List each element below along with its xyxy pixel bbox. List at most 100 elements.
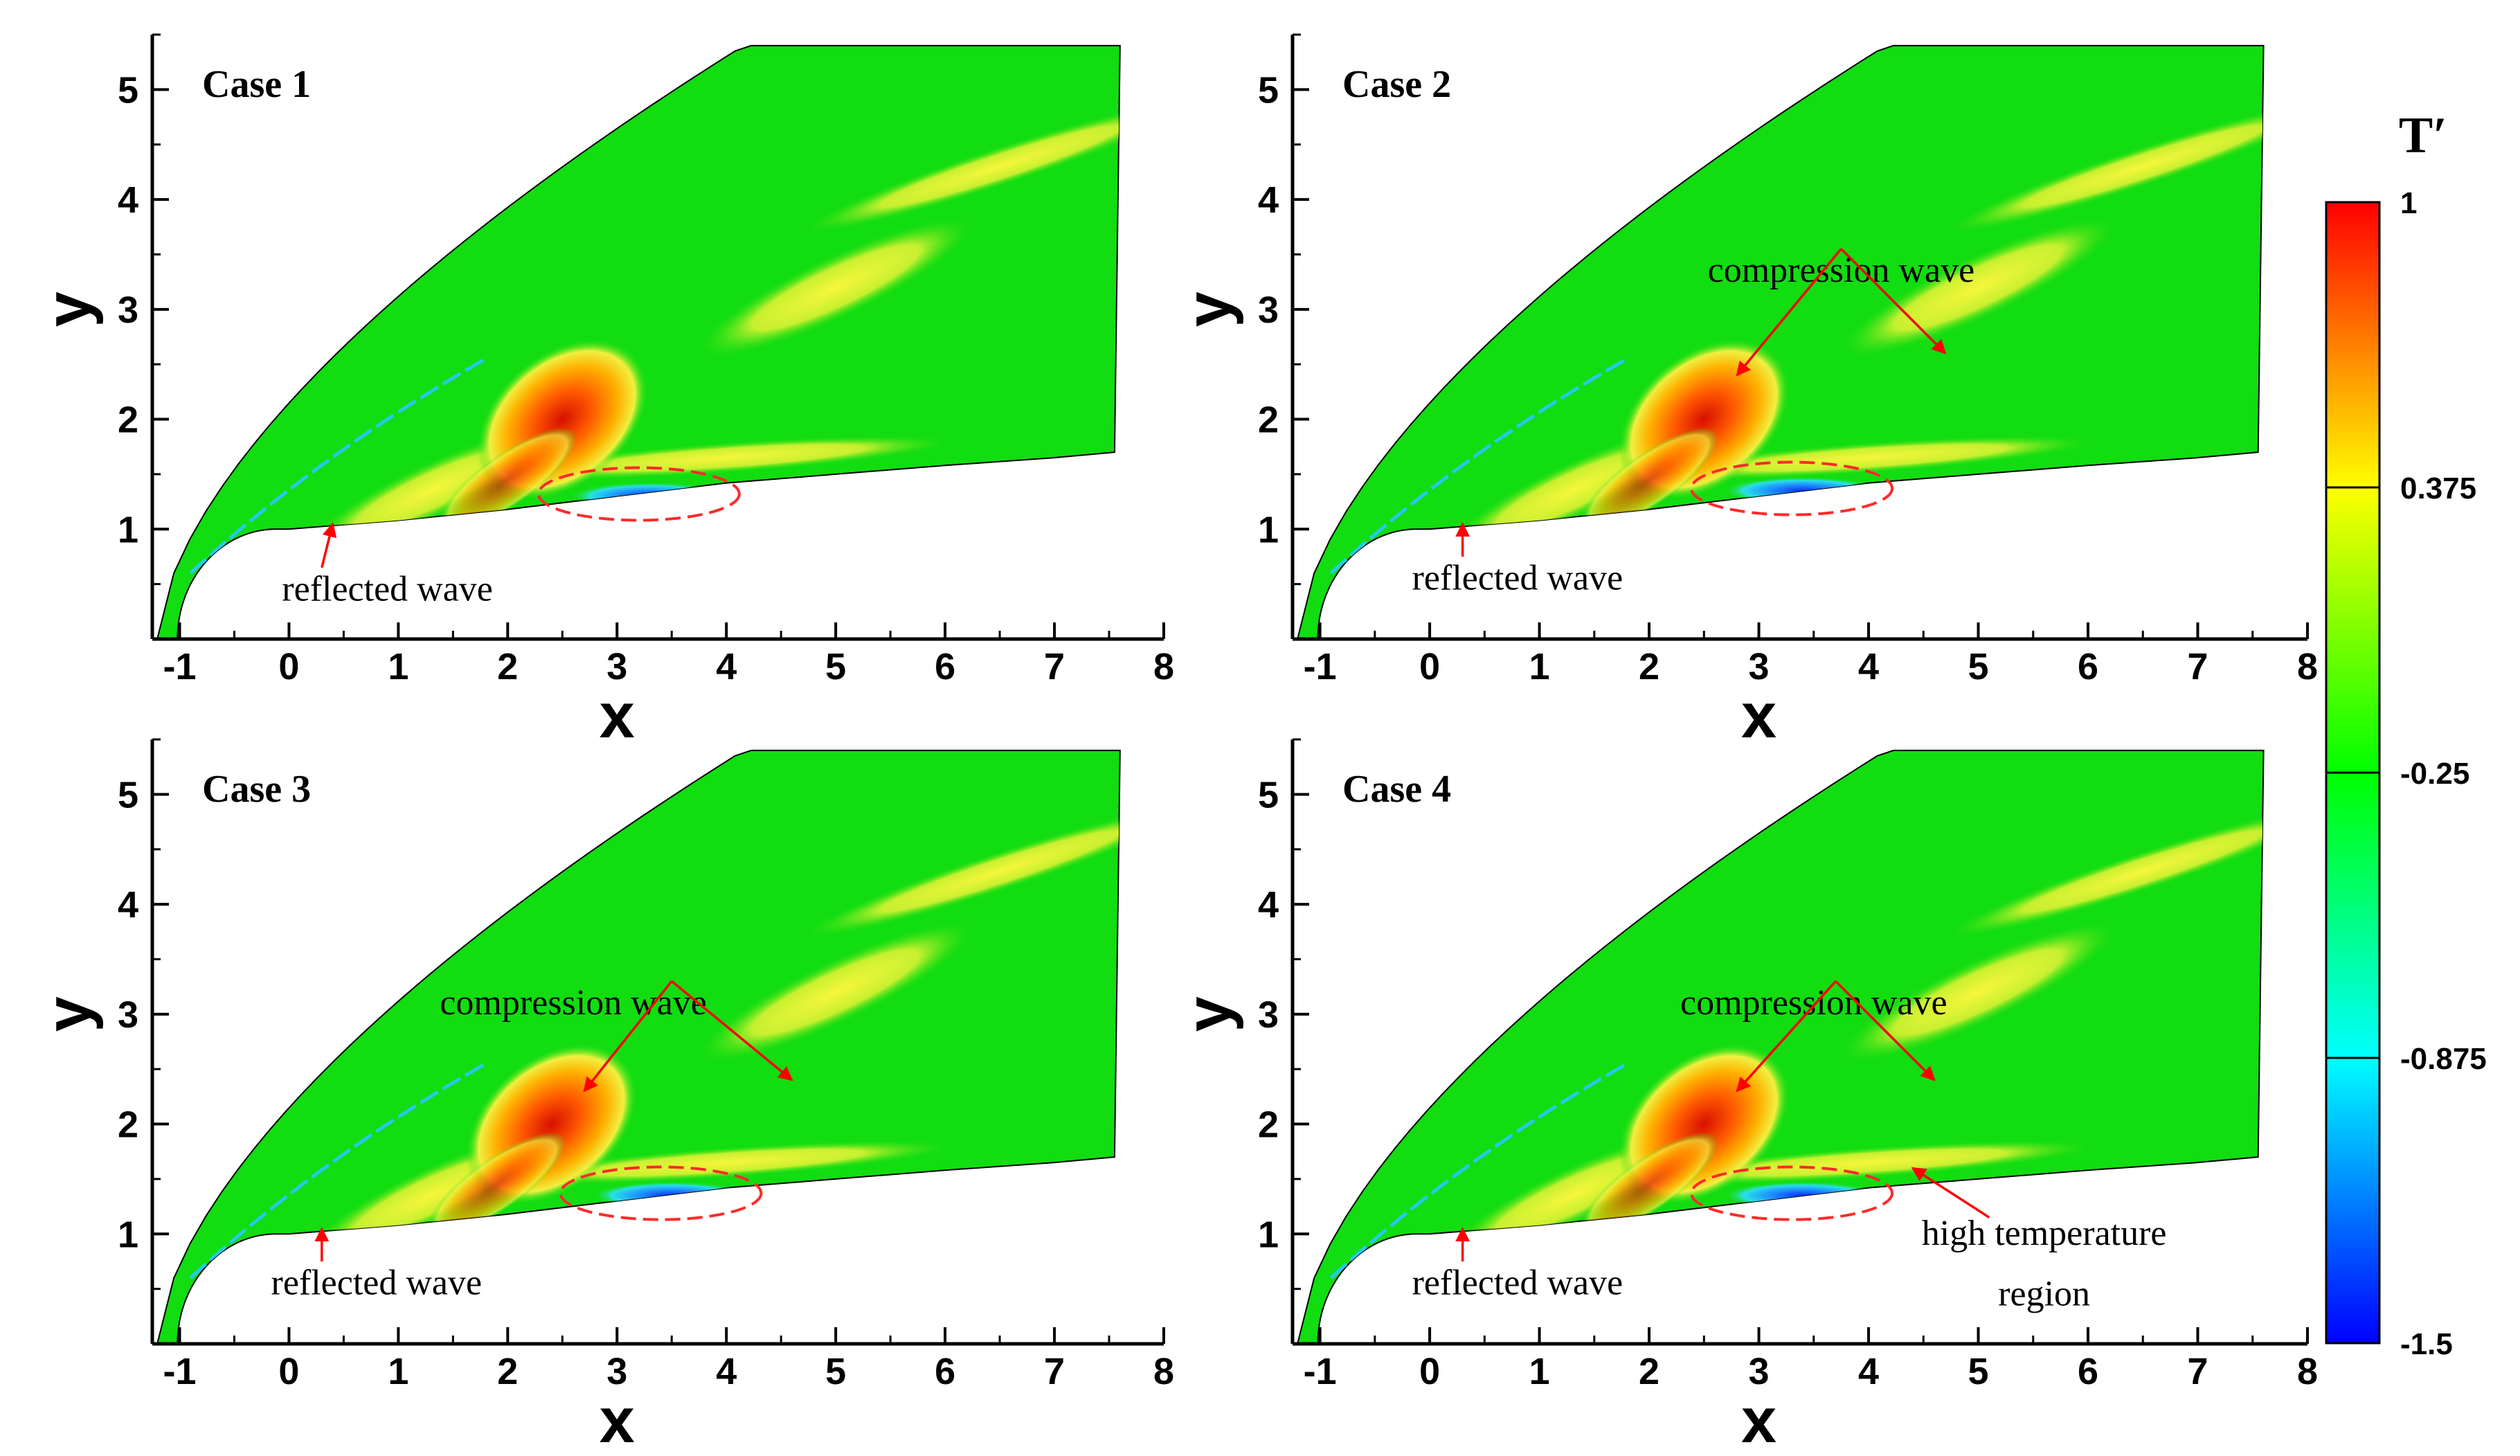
x-tick-label: 5: [1968, 1351, 1989, 1392]
panel-3: -1 0 1 2 3 4 5 6 7 8 1 2 3 4 5 x y Case 3 compression wave…: [33, 738, 1174, 1456]
x-tick-label: 8: [2297, 646, 2318, 687]
x-tick-label: 1: [1529, 646, 1550, 687]
annotation-arrow: [1840, 248, 1947, 354]
x-tick-label: 0: [1419, 1351, 1440, 1392]
colorbar-tick-label: -0.25: [2400, 757, 2469, 791]
y-axis-label: y: [33, 291, 104, 327]
x-tick-label: 6: [2078, 646, 2098, 687]
y-tick-label: 3: [118, 994, 138, 1036]
annotation-label: reflected wave: [271, 1264, 483, 1303]
colorbar-tick-label: 0.375: [2400, 471, 2476, 505]
y-tick-label: 2: [1258, 399, 1279, 441]
annotation-label: high temperature: [1922, 1214, 2167, 1253]
y-tick-label: 5: [1258, 69, 1279, 111]
x-axis-label: x: [600, 1385, 635, 1456]
x-tick-label: 4: [716, 1351, 737, 1392]
warm-streak: [1640, 435, 2097, 480]
y-tick-label: 2: [1258, 1104, 1279, 1146]
y-tick-label: 3: [118, 289, 138, 331]
x-axis-label: x: [600, 681, 635, 751]
x-tick-label: -1: [1304, 646, 1337, 687]
x-tick-label: 3: [1749, 1351, 1770, 1392]
x-tick-label: 7: [2187, 1351, 2208, 1392]
annotation-arrow: [1736, 248, 1842, 377]
x-tick-label: 3: [606, 1351, 627, 1392]
x-tick-label: -1: [1304, 1351, 1337, 1392]
cold-spot: [1722, 1181, 1882, 1210]
x-tick-label: 8: [2297, 1351, 2318, 1392]
y-tick-label: 1: [1258, 1214, 1279, 1255]
warm-streak: [1839, 922, 2117, 1063]
y-tick-label: 2: [118, 1104, 138, 1146]
flow-field: [1297, 44, 2265, 640]
x-tick-label: -1: [163, 1351, 196, 1392]
warm-streak: [1640, 1140, 2097, 1185]
cold-spot: [592, 1181, 752, 1210]
cold-region-marker: [537, 466, 741, 522]
annotation-label: compression wave: [1708, 251, 1975, 290]
x-tick-label: 1: [1529, 1351, 1550, 1392]
panel-4: -1 0 1 2 3 4 5 6 7 8 1 2 3 4 5 x y Case 4 compression wave…: [1173, 738, 2318, 1456]
warm-streak: [498, 1140, 955, 1185]
y-tick-label: 3: [1258, 994, 1279, 1036]
y-axis-label: y: [33, 996, 104, 1032]
warm-streak: [1839, 217, 2117, 358]
annotation-label: compression wave: [440, 983, 707, 1023]
cold-spot: [1722, 476, 1882, 505]
flow-field: [156, 749, 1121, 1345]
colorbar-tick-label: 1: [2400, 186, 2417, 220]
hot-spot-tail: [438, 427, 578, 532]
annotation-arrow: [583, 980, 673, 1093]
cold-region-marker: [1690, 1165, 1894, 1221]
x-tick-label: 0: [1419, 646, 1440, 687]
x-tick-label: 5: [825, 646, 846, 687]
case-title: Case 4: [1342, 768, 1451, 811]
x-tick-label: 2: [497, 646, 518, 687]
annotation-label: reflected wave: [1412, 1264, 1623, 1303]
hot-spot-tail: [1579, 1132, 1719, 1237]
x-tick-label: 2: [1639, 1351, 1659, 1392]
case-title: Case 1: [202, 63, 311, 106]
flow-field: [1297, 749, 2265, 1345]
y-axis-label: y: [1173, 291, 1244, 327]
y-tick-label: 5: [1258, 774, 1279, 816]
cold-region-marker: [559, 1165, 763, 1221]
x-tick-label: 3: [1749, 646, 1770, 687]
x-tick-label: 1: [388, 1351, 408, 1392]
cold-spot: [570, 482, 730, 510]
x-tick-label: 0: [278, 1351, 299, 1392]
case-title: Case 2: [1342, 63, 1451, 106]
x-tick-label: 0: [278, 646, 299, 687]
annotation-label: region: [1998, 1274, 2090, 1313]
panel-2: -1 0 1 2 3 4 5 6 7 8 1 2 3 4 5 x y Case 2 compression wave…: [1173, 33, 2318, 751]
annotation-label: reflected wave: [1412, 559, 1623, 598]
x-tick-label: 8: [1153, 646, 1174, 687]
annotation-arrow: [1911, 1167, 1990, 1219]
x-tick-label: 1: [388, 646, 408, 687]
annotation-arrow: [321, 522, 337, 568]
warm-streak: [1945, 805, 2264, 938]
warm-streak: [802, 100, 1120, 233]
flow-field: [156, 44, 1121, 640]
colorbar: 1 0.375 -0.25 -0.875 -1.5 T′: [2325, 107, 2487, 1361]
y-tick-label: 3: [1258, 289, 1279, 331]
x-tick-label: 6: [935, 1351, 955, 1392]
y-tick-label: 1: [118, 1214, 138, 1255]
annotation-arrow: [1736, 980, 1837, 1093]
colorbar-tick-label: -1.5: [2400, 1327, 2453, 1361]
x-tick-label: 4: [1858, 1351, 1879, 1392]
hot-spot-tail: [426, 1132, 567, 1237]
panel-1: -1 0 1 2 3 4 5 6 7 8 1 2 3 4 5 x y Case 1 reflected wave: [33, 33, 1174, 751]
y-axis-label: y: [1173, 996, 1244, 1032]
x-tick-label: 2: [1639, 646, 1659, 687]
cold-region-marker: [1690, 460, 1894, 516]
annotation-arrow: [1835, 980, 1936, 1081]
annotation-label: reflected wave: [282, 569, 493, 609]
colorbar-title: T′: [2399, 107, 2447, 164]
annotation-label: compression wave: [1680, 983, 1947, 1023]
hot-spot-tail: [1579, 427, 1719, 532]
y-tick-label: 4: [118, 884, 138, 926]
y-tick-label: 4: [1258, 884, 1279, 926]
y-tick-label: 1: [1258, 509, 1279, 550]
